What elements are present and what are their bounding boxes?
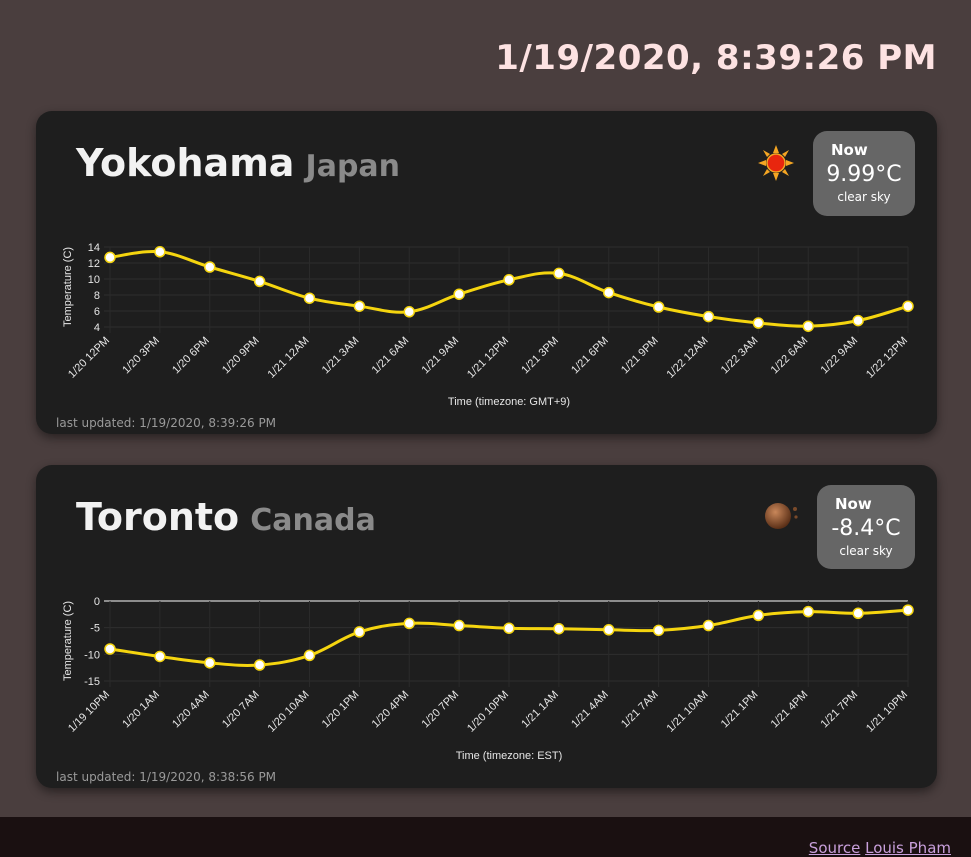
y-tick-label: -10 (84, 649, 100, 661)
x-tick-label: 1/21 10AM (665, 689, 711, 735)
data-point (354, 301, 364, 311)
author-link[interactable]: Louis Pham (865, 839, 951, 857)
data-point (155, 651, 165, 661)
x-axis-label: Time (timezone: EST) (456, 750, 563, 762)
x-tick-label: 1/21 3AM (320, 335, 362, 377)
x-tick-label: 1/21 10PM (864, 689, 910, 735)
y-axis-label: Temperature (C) (62, 601, 74, 681)
data-point (305, 650, 315, 660)
temperature-chart: -15 -10 -5 0 Temperature (C) 1/19 10PM 1/20 1A… (36, 465, 937, 765)
y-tick-label: 12 (88, 258, 100, 270)
data-point (105, 644, 115, 654)
x-tick-label: 1/21 7PM (818, 689, 860, 731)
x-tick-label: 1/21 6AM (370, 335, 412, 377)
x-tick-label: 1/21 12AM (266, 335, 312, 381)
data-point (704, 312, 714, 322)
data-point (604, 625, 614, 635)
y-tick-label: -5 (90, 623, 100, 635)
data-point (504, 623, 514, 633)
x-tick-label: 1/21 3PM (519, 335, 561, 377)
data-point (255, 276, 265, 286)
data-point (105, 252, 115, 262)
x-tick-label: 1/22 12PM (864, 335, 910, 381)
y-tick-label: 14 (88, 242, 100, 254)
x-tick-label: 1/21 4AM (569, 689, 611, 731)
data-point (753, 318, 763, 328)
x-tick-label: 1/20 12PM (66, 335, 112, 381)
x-tick-label: 1/21 12PM (465, 335, 511, 381)
weather-card-yokohama: Yokohama Japan Now 9.99°C clear sky 4 6 8 1… (36, 111, 937, 434)
x-tick-label: 1/20 7PM (419, 689, 461, 731)
x-tick-label: 1/21 1PM (719, 689, 761, 731)
x-tick-label: 1/21 6PM (569, 335, 611, 377)
y-tick-label: 6 (94, 306, 100, 318)
x-tick-label: 1/20 1PM (320, 689, 362, 731)
data-point (155, 247, 165, 257)
data-point (654, 302, 664, 312)
x-tick-label: 1/20 10PM (465, 689, 511, 735)
data-point (354, 627, 364, 637)
data-point (454, 289, 464, 299)
weather-card-toronto: Toronto Canada Now -8.4°C clear sky -15-… (36, 465, 937, 788)
data-point (853, 316, 863, 326)
x-tick-label: 1/22 12AM (665, 335, 711, 381)
x-tick-label: 1/20 4AM (170, 689, 212, 731)
last-updated: last updated: 1/19/2020, 8:39:26 PM (56, 416, 276, 430)
y-tick-label: -15 (84, 676, 100, 688)
data-point (404, 307, 414, 317)
temperature-chart: 4 6 8 10 12 14 Temperature (C) 1/20 12PM 1/20 3P… (36, 111, 937, 411)
data-point (454, 621, 464, 631)
y-tick-label: 8 (94, 290, 100, 302)
data-point (803, 607, 813, 617)
footer: Source Louis Pham (0, 817, 971, 857)
x-tick-label: 1/20 6PM (170, 335, 212, 377)
data-point (554, 268, 564, 278)
x-tick-label: 1/20 4PM (370, 689, 412, 731)
y-tick-label: 0 (94, 596, 100, 608)
x-tick-label: 1/21 9PM (619, 335, 661, 377)
current-datetime: 1/19/2020, 8:39:26 PM (495, 38, 937, 78)
data-point (853, 608, 863, 618)
y-tick-label: 10 (88, 274, 100, 286)
x-tick-label: 1/21 9AM (419, 335, 461, 377)
data-point (554, 624, 564, 634)
x-tick-label: 1/22 6AM (769, 335, 811, 377)
x-axis-label: Time (timezone: GMT+9) (448, 396, 570, 408)
x-tick-label: 1/19 10PM (66, 689, 112, 735)
x-tick-label: 1/20 9PM (220, 335, 262, 377)
source-link[interactable]: Source (809, 839, 861, 857)
last-updated: last updated: 1/19/2020, 8:38:56 PM (56, 770, 276, 784)
data-point (404, 618, 414, 628)
x-tick-label: 1/21 7AM (619, 689, 661, 731)
x-tick-label: 1/21 4PM (769, 689, 811, 731)
y-tick-label: 4 (94, 322, 100, 334)
footer-links: Source Louis Pham (809, 839, 951, 857)
x-tick-label: 1/20 7AM (220, 689, 262, 731)
data-point (654, 625, 664, 635)
x-tick-label: 1/21 1AM (519, 689, 561, 731)
data-point (205, 262, 215, 272)
data-point (903, 301, 913, 311)
data-point (753, 610, 763, 620)
data-point (504, 275, 514, 285)
data-point (305, 293, 315, 303)
y-axis-label: Temperature (C) (62, 247, 74, 327)
data-point (704, 621, 714, 631)
x-tick-label: 1/20 1AM (120, 689, 162, 731)
data-point (205, 658, 215, 668)
data-point (604, 288, 614, 298)
data-point (803, 321, 813, 331)
x-tick-label: 1/22 3AM (719, 335, 761, 377)
x-tick-label: 1/22 9AM (818, 335, 860, 377)
data-point (903, 605, 913, 615)
x-tick-label: 1/20 10AM (266, 689, 312, 735)
data-point (255, 660, 265, 670)
x-tick-label: 1/20 3PM (120, 335, 162, 377)
